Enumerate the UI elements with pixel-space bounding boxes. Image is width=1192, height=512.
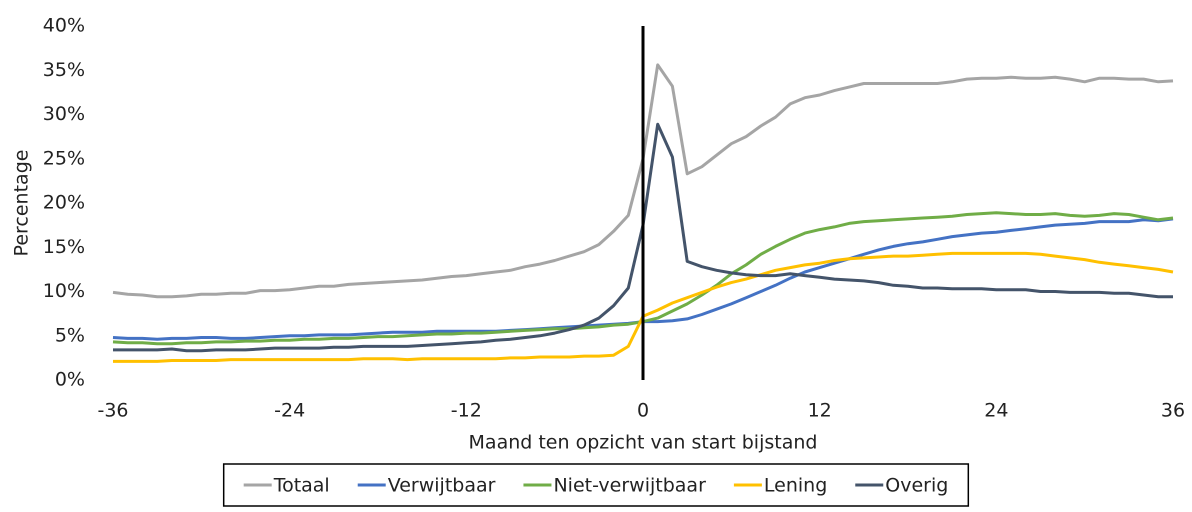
x-axis-label: Maand ten opzicht van start bijstand (469, 432, 818, 454)
x-tick-label: 24 (984, 400, 1008, 422)
x-tick-label: 36 (1161, 400, 1185, 422)
x-tick-label: -24 (274, 400, 305, 422)
x-tick-label: 12 (808, 400, 832, 422)
y-tick-label: 35% (43, 59, 85, 81)
y-tick-label: 40% (43, 15, 85, 37)
x-tick-label: 0 (637, 400, 649, 422)
legend-label: Lening (764, 475, 827, 497)
y-tick-label: 20% (43, 192, 85, 214)
legend-label: Verwijtbaar (388, 475, 496, 497)
y-tick-label: 5% (55, 324, 85, 346)
y-tick-label: 25% (43, 147, 85, 169)
y-tick-label: 10% (43, 280, 85, 302)
x-tick-label: -12 (451, 400, 482, 422)
y-axis-label: Percentage (11, 150, 33, 257)
legend-box (222, 463, 970, 507)
legend-label: Niet-verwijtbaar (553, 475, 706, 497)
y-tick-label: 15% (43, 236, 85, 258)
legend-label: Overig (885, 475, 948, 497)
y-tick-label: 30% (43, 103, 85, 125)
x-tick-label: -36 (97, 400, 128, 422)
y-tick-label: 0% (55, 369, 85, 391)
legend-label: Totaal (273, 475, 330, 497)
